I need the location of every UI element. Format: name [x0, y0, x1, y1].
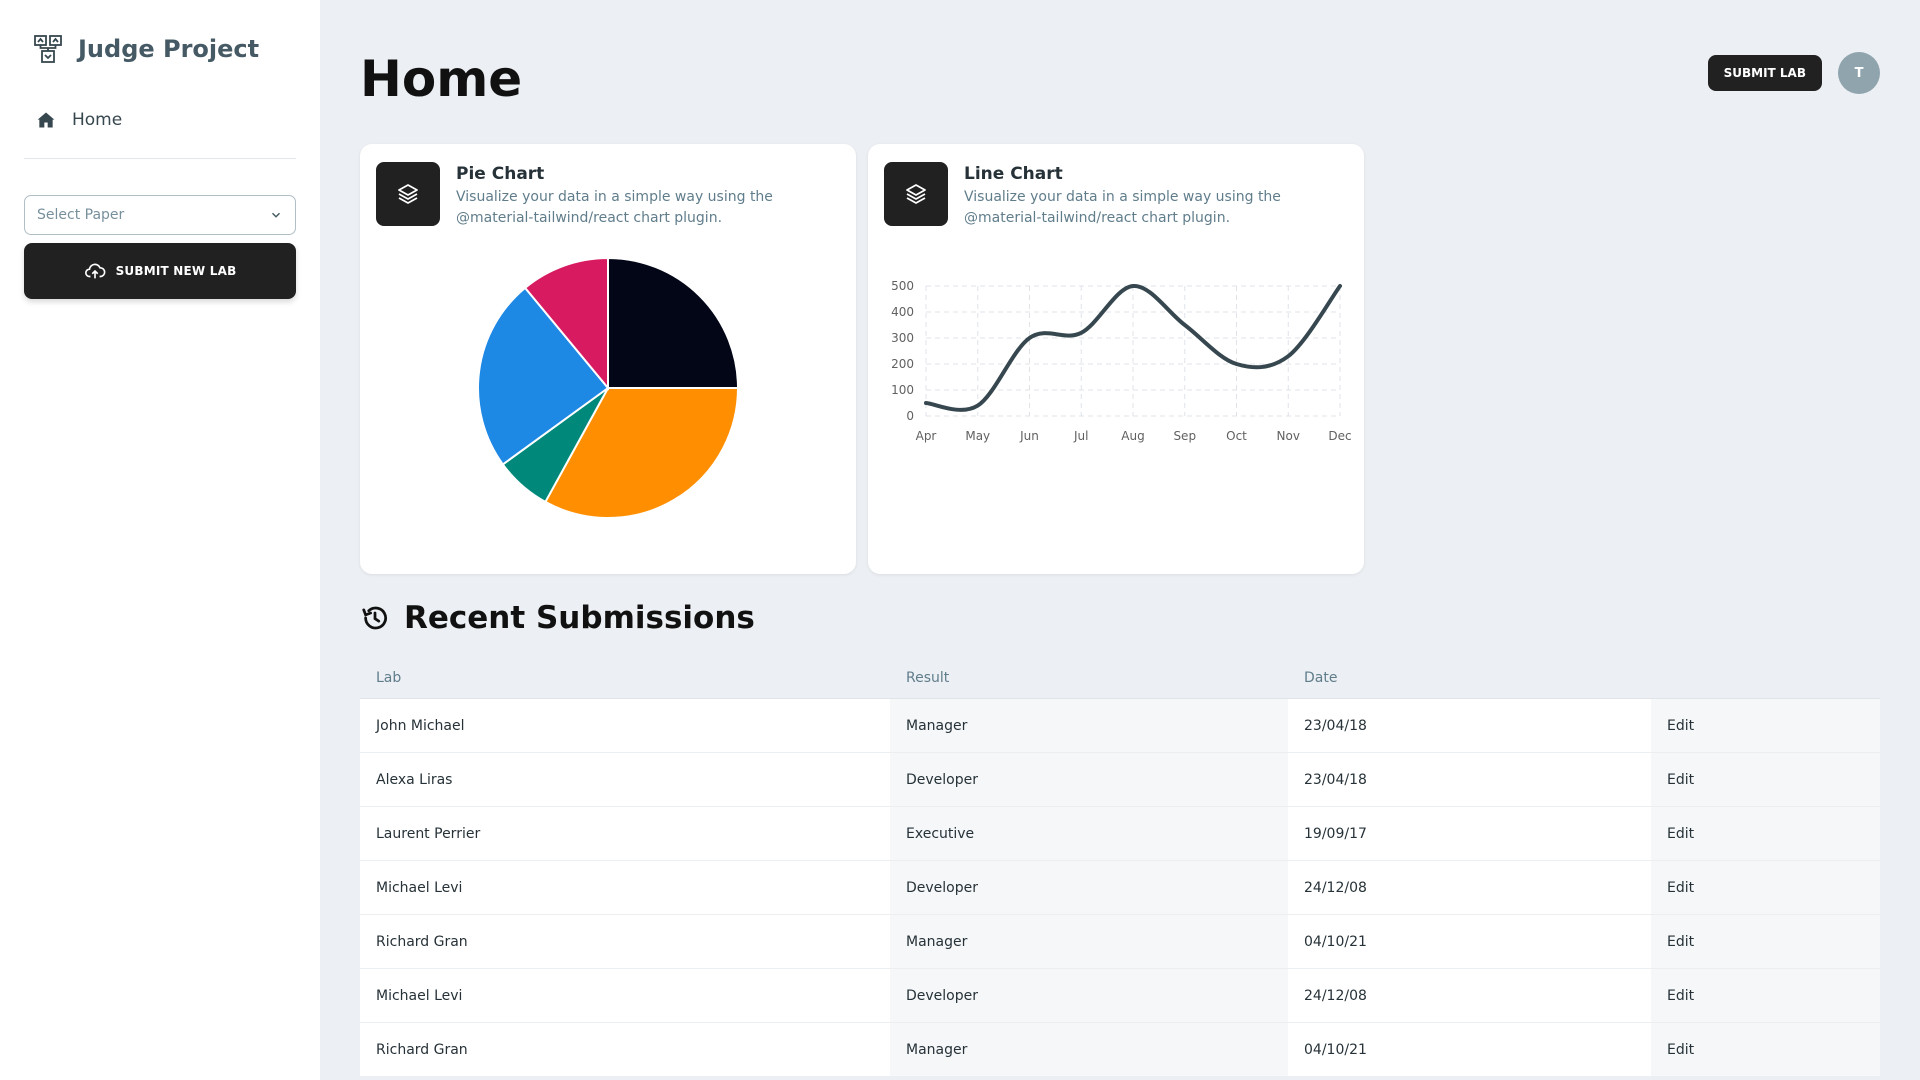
table-header: Lab Result Date [360, 658, 1880, 699]
column-header-actions [1651, 658, 1880, 698]
avatar[interactable]: T [1838, 52, 1880, 94]
sidebar-divider [24, 158, 296, 159]
x-tick-label: Oct [1226, 429, 1247, 443]
pie-card-description: Visualize your data in a simple way usin… [456, 189, 773, 226]
main-content: Home SUBMIT LAB T Pie Chart Visualize yo… [360, 0, 1880, 1080]
cell-date: 24/12/08 [1304, 987, 1367, 1004]
cell-result: Developer [890, 753, 1288, 806]
submit-new-lab-button[interactable]: SUBMIT NEW LAB [24, 243, 296, 299]
nav-item-label: Home [72, 110, 123, 130]
pie-slice-0 [607, 256, 740, 389]
cell-lab: Richard Gran [376, 1041, 468, 1058]
x-tick-label: Apr [916, 429, 937, 443]
table-row: Alexa Liras Developer 23/04/18 Edit [360, 753, 1880, 807]
edit-link[interactable]: Edit [1651, 915, 1880, 968]
x-tick-label: Nov [1277, 429, 1300, 443]
submissions-table: Lab Result Date John Michael Manager 23/04… [360, 658, 1880, 1077]
brand[interactable]: Judge Project [24, 0, 296, 98]
x-tick-label: Dec [1328, 429, 1351, 443]
table-row: John Michael Manager 23/04/18 Edit [360, 699, 1880, 753]
recent-submissions-title: Recent Submissions [404, 600, 755, 636]
cell-result: Developer [890, 861, 1288, 914]
cell-date: 24/12/08 [1304, 879, 1367, 896]
y-tick-label: 500 [891, 279, 914, 293]
table-row: Michael Levi Developer 24/12/08 Edit [360, 861, 1880, 915]
line-card-icon-box [884, 162, 948, 226]
chevron-down-icon [271, 212, 281, 218]
cell-result: Manager [890, 699, 1288, 752]
pie-slice-4 [523, 256, 609, 391]
table-row: Laurent Perrier Executive 19/09/17 Edit [360, 807, 1880, 861]
column-header-result: Result [906, 670, 950, 686]
cell-date: 19/09/17 [1304, 825, 1367, 842]
pie-slice-1 [544, 387, 740, 519]
submit-new-lab-label: SUBMIT NEW LAB [115, 264, 237, 278]
cell-lab: Laurent Perrier [376, 825, 481, 842]
column-header-date: Date [1304, 670, 1338, 686]
select-placeholder: Select Paper [37, 207, 125, 223]
recent-submissions-header: Recent Submissions [360, 600, 755, 636]
line-chart-card: Line Chart Visualize your data in a simp… [868, 144, 1364, 574]
table-row: Richard Gran Manager 04/10/21 Edit [360, 1023, 1880, 1077]
edit-link[interactable]: Edit [1651, 969, 1880, 1022]
y-tick-label: 100 [891, 383, 914, 397]
cell-lab: John Michael [376, 717, 465, 734]
x-tick-label: Aug [1121, 429, 1144, 443]
edit-link[interactable]: Edit [1651, 753, 1880, 806]
y-tick-label: 300 [891, 331, 914, 345]
pie-chart [477, 256, 740, 519]
cell-result: Manager [890, 1023, 1288, 1076]
x-tick-label: Jun [1019, 429, 1039, 443]
line-series [924, 284, 1342, 412]
cell-date: 23/04/18 [1304, 771, 1367, 788]
cell-lab: Michael Levi [376, 987, 463, 1004]
brand-title: Judge Project [78, 35, 260, 63]
line-card-description: Visualize your data in a simple way usin… [964, 189, 1281, 226]
x-tick-label: Jul [1073, 429, 1088, 443]
cell-result: Manager [890, 915, 1288, 968]
cell-lab: Michael Levi [376, 879, 463, 896]
pie-card-icon-box [376, 162, 440, 226]
cloud-upload-icon [84, 263, 106, 279]
history-icon [362, 606, 387, 630]
cell-result: Developer [890, 969, 1288, 1022]
pie-card-title: Pie Chart [456, 164, 545, 184]
select-paper-dropdown[interactable]: Select Paper [24, 195, 296, 235]
layers-icon [398, 184, 418, 204]
y-tick-label: 0 [906, 409, 914, 423]
x-tick-label: Sep [1173, 429, 1196, 443]
sidebar: Judge Project Home Select Paper SUBMIT N… [0, 0, 320, 1080]
edit-link[interactable]: Edit [1651, 699, 1880, 752]
edit-link[interactable]: Edit [1651, 807, 1880, 860]
cell-date: 04/10/21 [1304, 933, 1367, 950]
x-tick-label: May [965, 429, 990, 443]
submit-lab-button[interactable]: SUBMIT LAB [1707, 55, 1822, 91]
table-row: Michael Levi Developer 24/12/08 Edit [360, 969, 1880, 1023]
table-body: John Michael Manager 23/04/18 Edit Alexa Lir… [360, 699, 1880, 1077]
column-header-lab: Lab [376, 670, 402, 686]
cell-lab: Richard Gran [376, 933, 468, 950]
table-row: Richard Gran Manager 04/10/21 Edit [360, 915, 1880, 969]
cell-lab: Alexa Liras [376, 771, 453, 788]
layers-icon [906, 184, 926, 204]
top-actions: SUBMIT LAB T [1707, 52, 1880, 94]
home-icon [37, 112, 55, 128]
cell-date: 23/04/18 [1304, 717, 1367, 734]
cell-date: 04/10/21 [1304, 1041, 1367, 1058]
pie-chart-card: Pie Chart Visualize your data in a simpl… [360, 144, 856, 574]
edit-link[interactable]: Edit [1651, 1023, 1880, 1076]
nav-item-home[interactable]: Home [24, 98, 296, 142]
pie-slice-3 [477, 286, 610, 466]
y-tick-label: 400 [891, 305, 914, 319]
line-card-title: Line Chart [964, 164, 1063, 184]
line-chart: 0 100 200 300 400 500 Apr May Jun Jul Aug Sep Oct Nov… [891, 279, 1352, 443]
edit-link[interactable]: Edit [1651, 861, 1880, 914]
y-tick-label: 200 [891, 357, 914, 371]
logo-icon [34, 35, 62, 63]
page-title: Home [360, 50, 523, 108]
cell-result: Executive [890, 807, 1288, 860]
